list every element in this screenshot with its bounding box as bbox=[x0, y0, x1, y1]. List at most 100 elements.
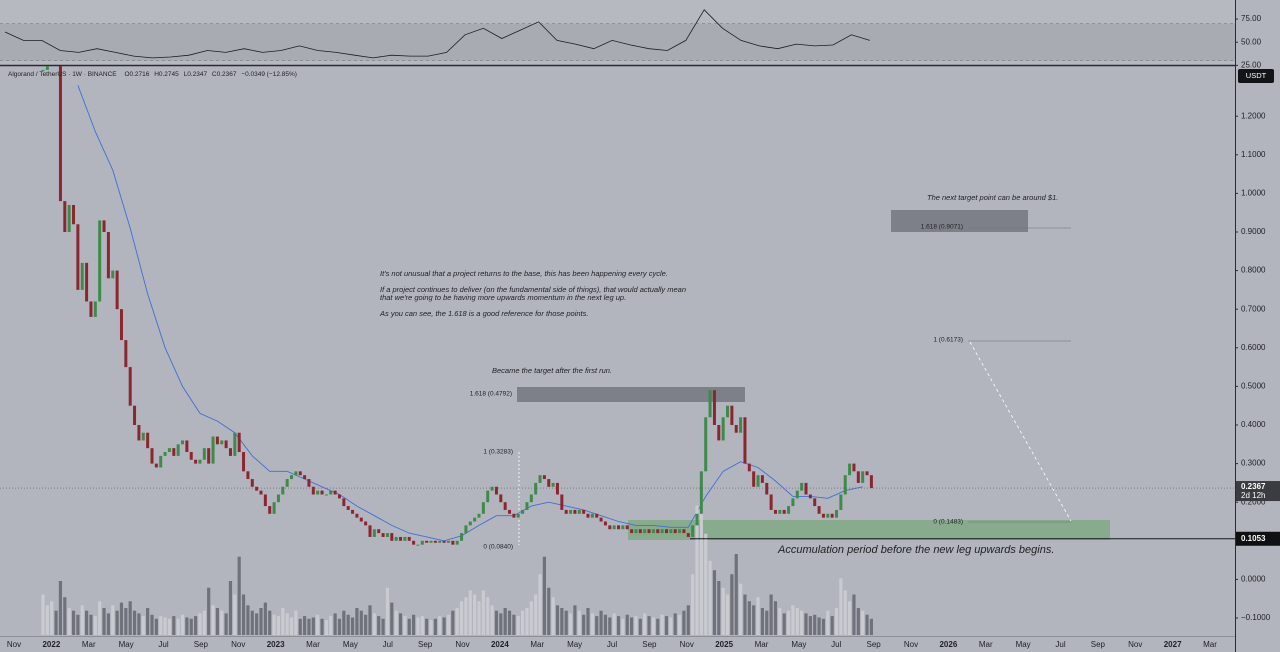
candle bbox=[617, 525, 621, 530]
volume-bar bbox=[350, 617, 355, 635]
volume-bar bbox=[791, 605, 795, 635]
candle bbox=[154, 463, 158, 468]
volume-bar bbox=[564, 610, 568, 635]
candle bbox=[608, 525, 612, 530]
currency-badge bbox=[1238, 69, 1274, 83]
candle bbox=[538, 475, 542, 483]
volume-bar bbox=[394, 610, 398, 635]
candle bbox=[525, 502, 529, 510]
volume-bar bbox=[320, 618, 324, 635]
candle bbox=[85, 262, 89, 302]
x-tick-label: May bbox=[343, 640, 358, 649]
candle bbox=[625, 525, 629, 530]
volume-bar bbox=[398, 613, 403, 635]
candle bbox=[438, 540, 442, 543]
volume-bar bbox=[159, 616, 163, 635]
volume-bar bbox=[695, 505, 699, 635]
candle bbox=[215, 436, 219, 445]
candle bbox=[159, 455, 163, 468]
volume-bar bbox=[813, 614, 817, 635]
candle bbox=[739, 417, 743, 433]
volume-bar bbox=[163, 617, 167, 635]
volume-bar bbox=[630, 617, 634, 635]
volume-bar bbox=[760, 608, 764, 635]
fib-label: 0 (0.0840) bbox=[483, 544, 513, 551]
volume-bar bbox=[647, 616, 651, 635]
candle bbox=[508, 509, 512, 514]
volume-bar bbox=[294, 610, 298, 635]
volume-bar bbox=[281, 608, 285, 635]
candle bbox=[377, 529, 381, 534]
volume-bar bbox=[76, 614, 80, 635]
candle bbox=[843, 475, 847, 495]
volume-bar bbox=[686, 605, 690, 635]
candle bbox=[137, 425, 141, 441]
candle bbox=[416, 544, 420, 546]
last-price-label: 0.2367 bbox=[1241, 482, 1266, 491]
candle bbox=[603, 521, 607, 526]
candle bbox=[337, 494, 341, 499]
volume-bar bbox=[677, 614, 682, 635]
candle bbox=[682, 529, 686, 534]
candle bbox=[89, 301, 93, 317]
volume-bar bbox=[146, 608, 150, 635]
candle bbox=[621, 525, 625, 530]
volume-bar bbox=[137, 613, 141, 635]
volume-bar bbox=[512, 614, 516, 635]
volume-bar bbox=[154, 618, 158, 635]
candle bbox=[189, 452, 193, 460]
volume-bar bbox=[464, 597, 468, 635]
candle bbox=[242, 452, 246, 472]
candle bbox=[106, 231, 110, 279]
volume-bar bbox=[429, 620, 433, 635]
candle bbox=[673, 529, 677, 534]
volume-bar bbox=[372, 613, 376, 635]
rsi-tick-label: 50.00 bbox=[1241, 37, 1262, 46]
candle bbox=[691, 525, 695, 537]
fib-target-box bbox=[891, 210, 1028, 232]
annotation: As you can see, the 1.618 is a good refe… bbox=[379, 309, 588, 318]
candle bbox=[765, 482, 769, 495]
candle bbox=[590, 513, 594, 518]
fib-label: 1 (0.6173) bbox=[933, 337, 963, 344]
x-tick-label: 2027 bbox=[1164, 640, 1182, 649]
volume-bar bbox=[412, 614, 416, 635]
volume-bar bbox=[285, 613, 289, 635]
volume-bar bbox=[560, 608, 564, 635]
candle bbox=[276, 494, 280, 503]
volume-bar bbox=[289, 617, 294, 635]
candle bbox=[638, 529, 642, 534]
volume-bar bbox=[625, 614, 629, 635]
candle bbox=[708, 390, 712, 418]
volume-bar bbox=[534, 594, 538, 635]
x-tick-label: Mar bbox=[979, 640, 993, 649]
volume-bar bbox=[660, 614, 664, 635]
fib-leg bbox=[969, 341, 1072, 522]
volume-bar bbox=[542, 556, 546, 635]
candle bbox=[630, 529, 634, 534]
volume-bar bbox=[172, 616, 176, 635]
volume-bar bbox=[468, 590, 472, 635]
candle bbox=[320, 490, 324, 495]
x-tick-label: Mar bbox=[82, 640, 96, 649]
candle bbox=[255, 486, 259, 491]
x-tick-label: Nov bbox=[455, 640, 469, 649]
ohlc-open: O0.2716 bbox=[124, 71, 149, 78]
volume-bar bbox=[311, 617, 315, 635]
candle bbox=[782, 509, 786, 514]
candle bbox=[712, 390, 716, 426]
volume-bar bbox=[643, 613, 647, 635]
candle bbox=[464, 525, 468, 534]
candle bbox=[486, 490, 490, 503]
volume-bar bbox=[708, 560, 712, 635]
candle bbox=[634, 529, 638, 534]
volume-bar bbox=[734, 554, 738, 635]
volume-bar bbox=[595, 616, 599, 635]
annotation: Became the target after the first run. bbox=[492, 366, 612, 375]
volume-bar bbox=[364, 614, 368, 635]
volume-bar bbox=[111, 605, 115, 635]
candle bbox=[211, 436, 215, 464]
candle bbox=[429, 540, 433, 543]
volume-bar bbox=[246, 605, 250, 635]
ohlc-high: H0.2745 bbox=[154, 71, 179, 78]
